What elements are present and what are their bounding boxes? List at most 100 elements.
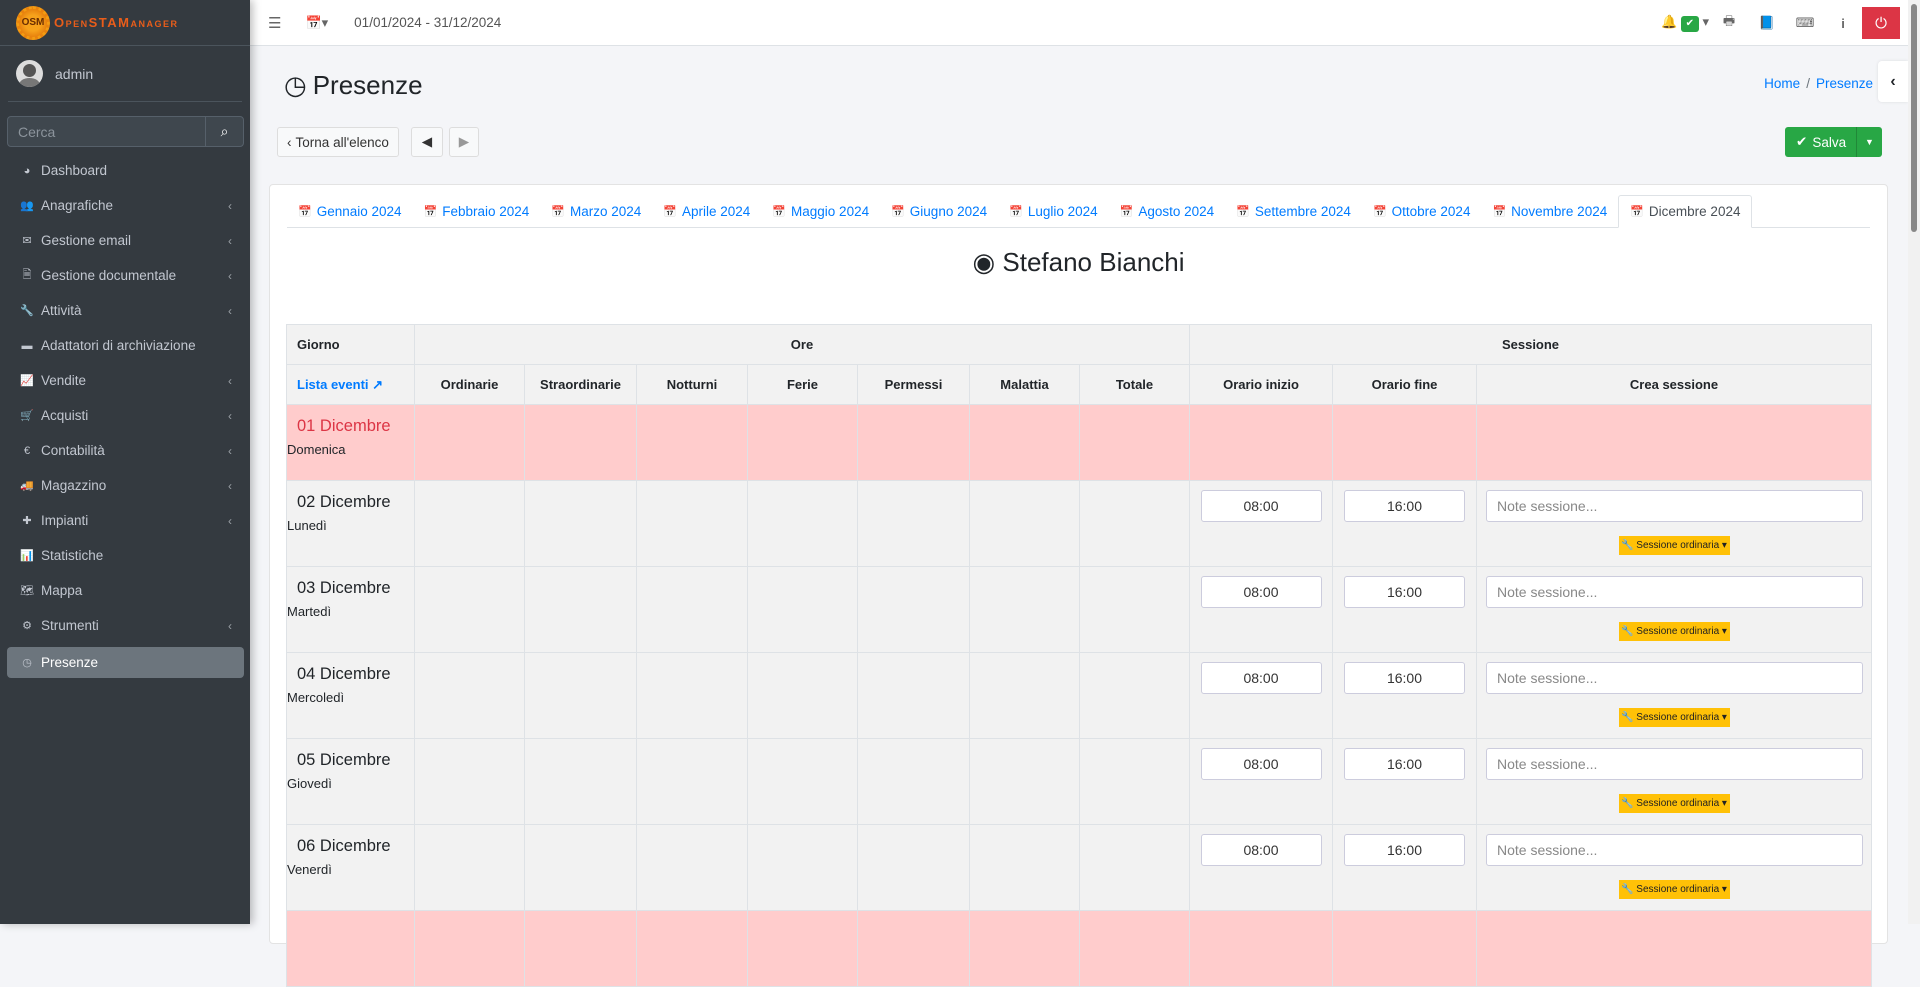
end-time-input[interactable]: 16:00 [1344,662,1465,694]
start-time-value: 08:00 [1243,756,1279,772]
logo[interactable]: OSM OpenSTAManager [0,0,250,46]
chevron-left-icon: ‹ [228,198,232,213]
hours-cell [636,566,748,653]
tab-agosto-2024[interactable]: 📅 Agosto 2024 [1109,195,1226,228]
sidebar-item-mappa[interactable]: 🗺 Mappa [7,573,244,608]
sidebar-item-impianti[interactable]: ✚ Impianti ‹ [7,503,244,538]
session-notes-input[interactable]: Note sessione... [1486,748,1863,780]
hours-cell [857,910,970,987]
caret-down-icon: ▾ [1719,626,1727,637]
end-time-input[interactable]: 16:00 [1344,576,1465,608]
breadcrumb-current[interactable]: Presenze [1815,76,1873,91]
tab-label: Febbraio 2024 [442,204,530,219]
tab-ottobre-2024[interactable]: 📅 Ottobre 2024 [1362,195,1482,228]
sidebar-item-attivit-[interactable]: 🔧 Attività ‹ [7,293,244,328]
envelope-icon: ✉ [22,235,32,247]
tab-label: Ottobre 2024 [1391,204,1471,219]
info-icon[interactable]: i [1841,15,1845,31]
tab-aprile-2024[interactable]: 📅 Aprile 2024 [652,195,761,228]
map-icon: 🗺 [20,585,34,597]
end-time-input[interactable]: 16:00 [1344,834,1465,866]
session-type-dropdown[interactable]: 🔧 Sessione ordinaria ▾ [1618,880,1730,899]
start-time-input[interactable]: 08:00 [1200,834,1322,866]
save-dropdown-toggle[interactable]: ▼ [1865,137,1874,147]
session-type-dropdown[interactable]: 🔧 Sessione ordinaria ▾ [1618,708,1730,727]
day-label: 02 Dicembre [297,493,391,511]
tab-giugno-2024[interactable]: 📅 Giugno 2024 [880,195,998,228]
keyboard-icon[interactable]: ⌨ [1795,15,1815,30]
sidebar-item-anagrafiche[interactable]: 👥 Anagrafiche ‹ [7,188,244,223]
session-notes-input[interactable]: Note sessione... [1486,834,1863,866]
sidebar-item-dashboard[interactable]: ◕ Dashboard [7,153,244,188]
tab-novembre-2024[interactable]: 📅 Novembre 2024 [1481,195,1618,228]
tab-luglio-2024[interactable]: 📅 Luglio 2024 [998,195,1109,228]
session-type-label: Sessione ordinaria [1636,884,1720,895]
breadcrumb-home[interactable]: Home [1764,76,1801,91]
sidebar-item-adattatori-di-archiviazione[interactable]: ▬ Adattatori di archiviazione [7,328,244,363]
sidebar-item-strumenti[interactable]: ⚙ Strumenti ‹ [7,608,244,643]
folder-icon: ▬ [21,339,33,352]
sidebar-item-label: Gestione documentale [41,268,177,283]
next-button[interactable]: ▶ [449,127,479,157]
sidebar-item-acquisti[interactable]: 🛒 Acquisti ‹ [7,398,244,433]
table-row [286,910,1873,987]
sidebar-item-vendite[interactable]: 📈 Vendite ‹ [7,363,244,398]
hours-cell [414,824,525,911]
calendar-icon: 📅 [1492,206,1507,218]
sidebar-item-presenze[interactable]: ◷ Presenze [7,647,244,678]
tab-gennaio-2024[interactable]: 📅 Gennaio 2024 [287,195,413,228]
tab-maggio-2024[interactable]: 📅 Maggio 2024 [761,195,880,228]
end-time-input[interactable]: 16:00 [1344,490,1465,522]
sidebar-item-statistiche[interactable]: 📊 Statistiche [7,538,244,573]
start-time-input[interactable]: 08:00 [1200,576,1322,608]
search-button[interactable]: ⌕ [205,117,243,146]
hours-cell [1079,824,1190,911]
create-session-cell: Note sessione... 🔧 Sessione ordinaria ▾ [1475,738,1873,825]
session-type-dropdown[interactable]: 🔧 Sessione ordinaria ▾ [1618,794,1730,813]
calendar-dropdown-icon[interactable]: 📅▾ [305,14,329,30]
tab-dicembre-2024[interactable]: 📅 Dicembre 2024 [1618,195,1753,228]
chevron-left-icon: ‹ [287,134,292,150]
date-range[interactable]: 01/01/2024 - 31/12/2024 [354,15,502,30]
previous-button[interactable]: ◀ [411,127,443,157]
back-to-list-button[interactable]: ‹ Torna all'elenco [277,127,399,157]
page-scrollbar[interactable] [1908,0,1920,924]
session-type-dropdown[interactable]: 🔧 Sessione ordinaria ▾ [1618,622,1730,641]
sidebar-item-gestione-documentale[interactable]: 🗎 Gestione documentale ‹ [7,258,244,293]
chevron-left-icon: ‹ [228,268,232,283]
print-icon[interactable]: 🖶 [1722,13,1736,28]
save-button[interactable]: ✔ Salva [1785,127,1857,157]
session-notes-input[interactable]: Note sessione... [1486,576,1863,608]
sidebar-item-gestione-email[interactable]: ✉ Gestione email ‹ [7,223,244,258]
hours-cell [857,738,970,825]
start-time-input[interactable]: 08:00 [1200,748,1322,780]
book-icon[interactable]: 📘 [1758,15,1776,30]
session-notes-input[interactable]: Note sessione... [1486,662,1863,694]
start-time-input[interactable]: 08:00 [1200,490,1322,522]
scrollbar-thumb[interactable] [1911,4,1917,232]
session-notes-input[interactable]: Note sessione... [1486,490,1863,522]
session-type-dropdown[interactable]: 🔧 Sessione ordinaria ▾ [1618,536,1730,555]
day-label: 05 Dicembre [297,751,391,769]
search-input[interactable] [8,117,205,146]
hamburger-menu-icon[interactable]: ☰ [268,14,282,32]
day-cell: 05 Dicembre Giovedì [286,738,415,825]
sidebar-item-contabilit-[interactable]: € Contabilità ‹ [7,433,244,468]
start-time-input[interactable]: 08:00 [1200,662,1322,694]
check-icon: ✔ [1796,134,1808,149]
control-sidebar-toggle[interactable]: ‹ [1878,61,1908,102]
user-panel[interactable]: admin [8,46,242,102]
tab-febbraio-2024[interactable]: 📅 Febbraio 2024 [413,195,541,228]
events-list-link[interactable]: Lista eventi ↗ [286,364,415,405]
sidebar-item-magazzino[interactable]: 🚚 Magazzino ‹ [7,468,244,503]
end-time-input[interactable]: 16:00 [1344,748,1465,780]
notifications-button[interactable]: 🔔 ✔ ▾ [1660,14,1710,32]
logout-button[interactable]: ⏻ [1862,7,1900,39]
tab-label: Gennaio 2024 [316,204,402,219]
sidebar: OSM OpenSTAManager admin ⌕ ◕ Dashboard 👥 An… [0,0,250,924]
tab-marzo-2024[interactable]: 📅 Marzo 2024 [540,195,652,228]
weekday-label: Martedì [287,604,332,619]
tab-settembre-2024[interactable]: 📅 Settembre 2024 [1225,195,1362,228]
weekday-label: Giovedì [287,776,332,791]
create-session-cell: Note sessione... 🔧 Sessione ordinaria ▾ [1475,566,1873,653]
